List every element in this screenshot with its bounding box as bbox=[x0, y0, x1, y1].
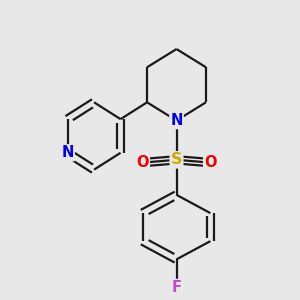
Text: N: N bbox=[170, 113, 183, 128]
Text: S: S bbox=[171, 152, 182, 167]
Text: F: F bbox=[172, 280, 182, 295]
Text: O: O bbox=[204, 155, 217, 170]
Text: N: N bbox=[61, 145, 74, 160]
Text: O: O bbox=[136, 155, 149, 170]
